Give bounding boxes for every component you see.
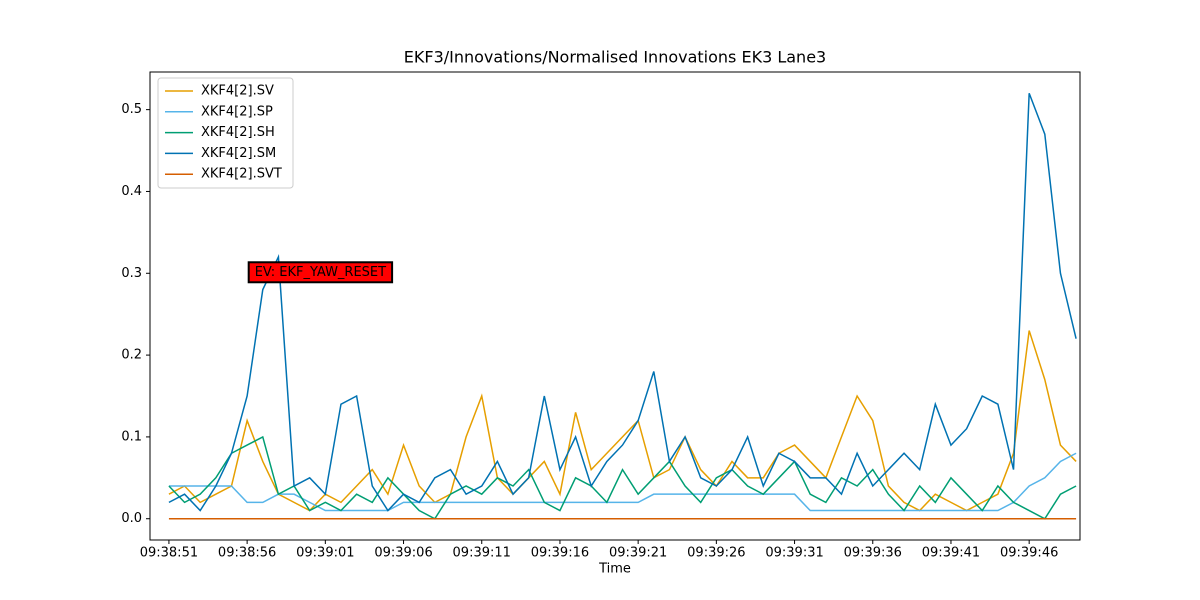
legend-label: XKF4[2].SM bbox=[201, 146, 276, 161]
x-tick-label: 09:39:36 bbox=[844, 546, 902, 561]
x-tick-label: 09:39:46 bbox=[1000, 546, 1058, 561]
plot-frame bbox=[149, 71, 1081, 541]
y-tick-label: 0.3 bbox=[121, 266, 142, 281]
annotation-text: EV: EKF_YAW_RESET bbox=[255, 265, 386, 280]
x-tick-label: 09:39:01 bbox=[296, 546, 354, 561]
series-line bbox=[168, 435, 1077, 520]
x-tick-label: 09:39:21 bbox=[609, 546, 667, 561]
annotation: EV: EKF_YAW_RESET bbox=[247, 261, 394, 284]
y-tick-label: 0.4 bbox=[121, 184, 142, 199]
legend-label: XKF4[2].SV bbox=[201, 84, 274, 99]
x-tick-label: 09:39:11 bbox=[453, 546, 511, 561]
x-axis-label: Time bbox=[598, 562, 631, 577]
y-tick-label: 0.5 bbox=[121, 102, 142, 117]
annotation-box bbox=[247, 261, 394, 284]
chart-title: EKF3/Innovations/Normalised Innovations … bbox=[404, 48, 826, 67]
y-tick-label: 0.2 bbox=[121, 348, 142, 363]
legend-box bbox=[157, 77, 294, 189]
y-tick-label: 0.1 bbox=[121, 429, 142, 444]
series-line bbox=[168, 452, 1077, 512]
legend-label: XKF4[2].SVT bbox=[201, 167, 282, 182]
series-line bbox=[168, 330, 1077, 512]
legend-label: XKF4[2].SP bbox=[201, 104, 273, 119]
x-tick-label: 09:38:56 bbox=[218, 546, 276, 561]
legend-label: XKF4[2].SH bbox=[201, 125, 275, 140]
x-tick-label: 09:39:41 bbox=[922, 546, 980, 561]
x-tick-label: 09:38:51 bbox=[140, 546, 198, 561]
y-tick-label: 0.0 bbox=[121, 511, 142, 526]
x-tick-label: 09:39:16 bbox=[531, 546, 589, 561]
x-tick-label: 09:39:26 bbox=[687, 546, 745, 561]
series-line bbox=[168, 93, 1077, 512]
x-tick-label: 09:39:06 bbox=[374, 546, 432, 561]
x-tick-label: 09:39:31 bbox=[765, 546, 823, 561]
